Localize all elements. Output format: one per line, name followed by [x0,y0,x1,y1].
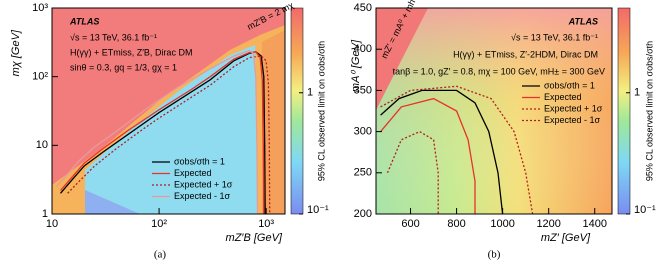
y-tick-label: 200 [354,208,372,220]
legend-label: σobs/σth = 1 [174,156,225,166]
annotation: ATLAS [568,16,598,26]
y-axis-label: mχ [GeV] [10,29,22,76]
annotation: tanβ = 1.0, gZ′ = 0.8, mχ = 100 GeV, mH±… [393,66,605,76]
legend-label: Expected + 1σ [174,179,233,189]
annotation: ATLAS [69,16,99,26]
annotation: √s = 13 TeV, 36.1 fb⁻¹ [511,32,598,42]
legend-label: σobs/σth = 1 [544,80,595,90]
x-axis-label: mZ′ [GeV] [541,232,591,244]
x-tick-label: 10³ [258,218,274,230]
y-tick-label: 10³ [32,2,48,14]
x-tick-label: 800 [447,218,465,230]
colorbar-label: 95% CL observed limit on σobs/σth [316,41,326,181]
y-tick-label: 350 [354,84,372,96]
y-tick-label: 450 [354,2,372,14]
x-tick-label: 10² [151,218,167,230]
caption: (a) [154,249,167,261]
plot-frame [375,7,613,215]
contours [380,85,534,214]
z-tick-label: 10⁻¹ [307,204,329,216]
colorbar [617,7,631,215]
z-tick-label: 1 [307,87,313,99]
contour-line [380,85,534,214]
y-tick-label: 10² [32,71,48,83]
x-tick-label: 10 [46,218,58,230]
legend-label: Expected - 1σ [544,115,601,125]
contour-line [67,55,271,214]
x-axis-label: mZ′B [GeV] [226,232,283,244]
heatmap-a [52,8,285,214]
z-tick-label: 10⁻¹ [634,204,656,216]
colorbar [290,7,304,215]
y-axis-label: mA⁰ [GeV] [350,39,362,92]
legend-label: Expected + 1σ [544,103,603,113]
legend-label: Expected [544,92,582,102]
contour-line [60,51,265,214]
annotation: sinθ = 0.3, gq = 1/3, gχ = 1 [70,62,177,72]
caption: (b) [488,249,501,261]
legend-label: Expected [174,168,212,178]
contour-line [60,51,266,214]
annotation: H(γγ) + ETmiss, Z′-2HDM, Dirac DM [453,49,598,59]
contour-line [380,97,476,214]
contour-line [55,49,259,214]
annotation: H(γγ) + ETmiss, Z′B, Dirac DM [70,47,192,57]
z-tick-label: 1 [634,87,640,99]
y-tick-label: 1 [42,208,48,220]
colorbar-label: 95% CL observed limit on σobs/σth [644,41,654,181]
contour-line [386,130,439,214]
plot-frame [51,7,286,215]
y-tick-label: 400 [354,43,372,55]
y-tick-label: 10 [36,139,48,151]
legend-label: Expected - 1σ [174,191,231,201]
x-tick-label: 1000 [490,218,514,230]
annotation: √s = 13 TeV, 36.1 fb⁻¹ [70,32,157,42]
heatmap-b [376,8,612,214]
contours [55,49,271,214]
x-tick-label: 1200 [536,218,560,230]
x-tick-label: 600 [401,218,419,230]
y-tick-label: 250 [354,167,372,179]
x-tick-label: 1400 [582,218,606,230]
contour-line [380,89,504,214]
y-tick-label: 300 [354,126,372,138]
